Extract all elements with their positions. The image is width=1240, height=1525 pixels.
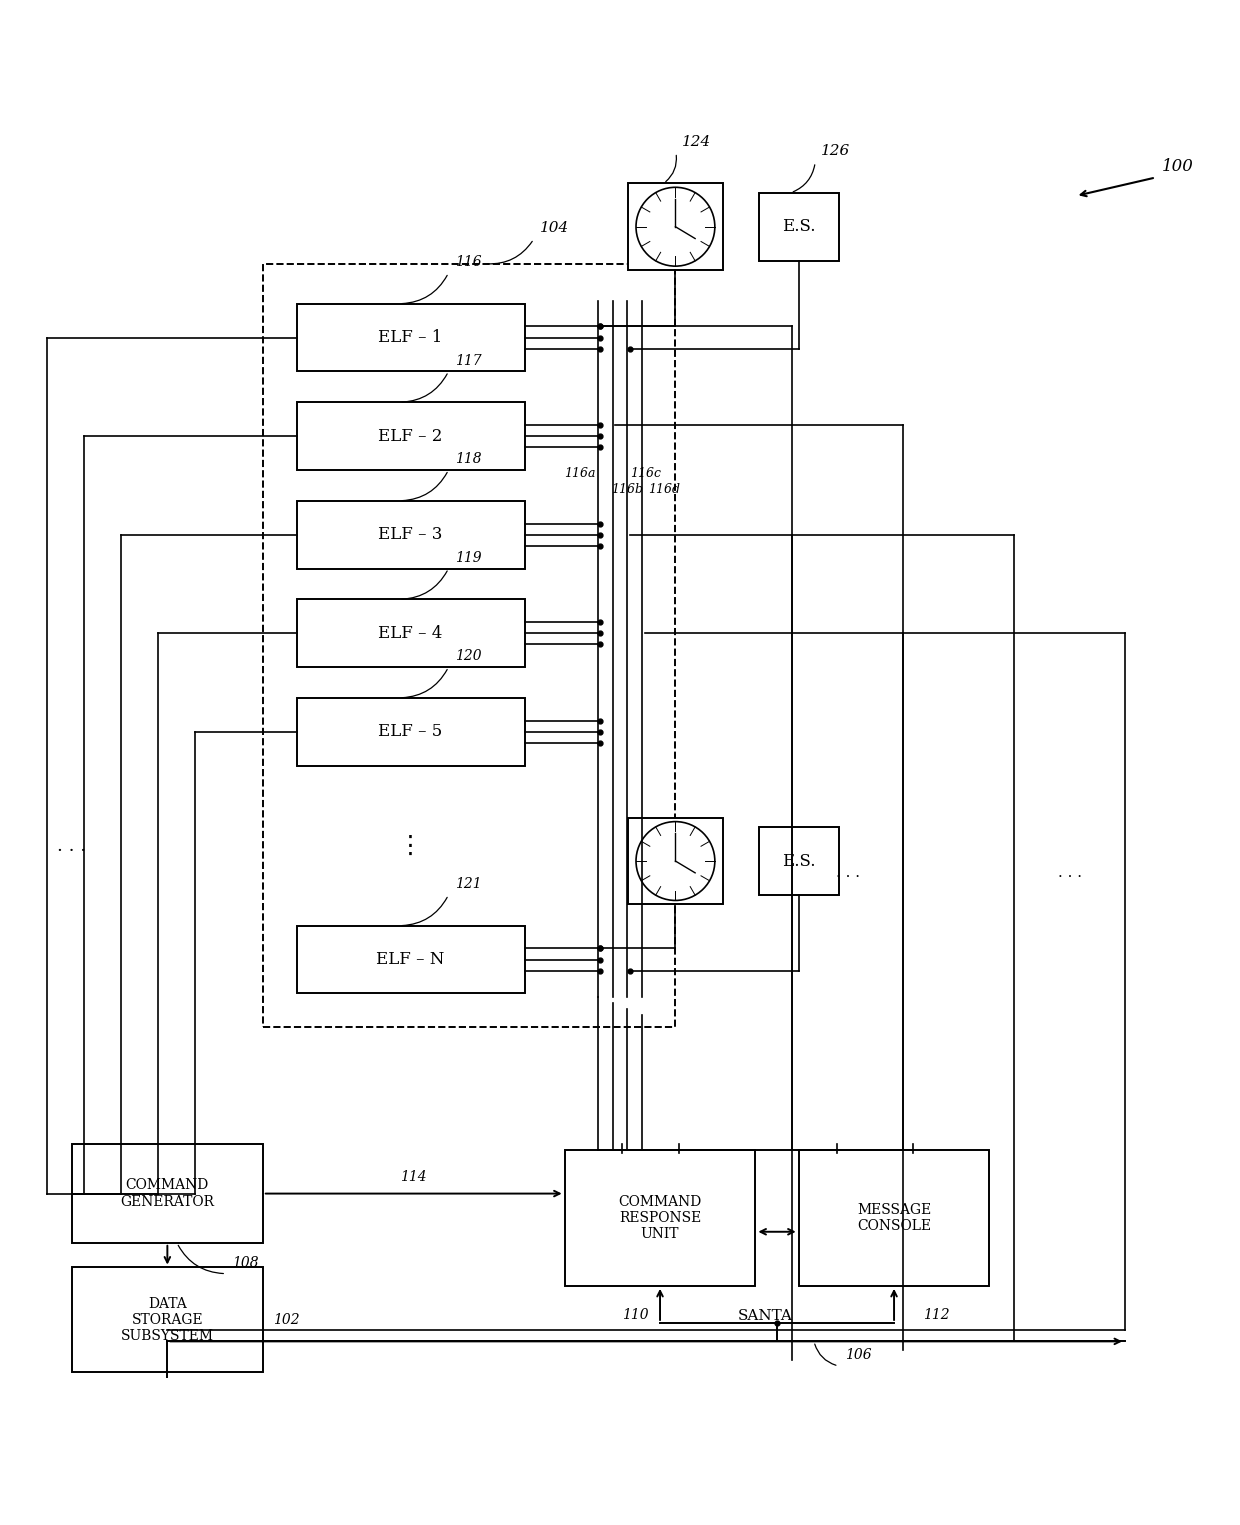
Bar <box>799 1150 990 1286</box>
Text: 114: 114 <box>401 1170 427 1183</box>
Text: 119: 119 <box>455 551 481 564</box>
Text: . . .: . . . <box>836 866 859 880</box>
Bar <box>296 500 525 569</box>
Bar <box>296 303 525 372</box>
Text: SANTA: SANTA <box>738 1308 792 1322</box>
Bar <box>564 1150 755 1286</box>
Text: 124: 124 <box>682 134 712 149</box>
Text: ELF – 2: ELF – 2 <box>378 427 443 445</box>
Text: 100: 100 <box>1162 159 1194 175</box>
Text: 108: 108 <box>232 1257 259 1270</box>
Bar <box>629 183 723 270</box>
Text: COMMAND
GENERATOR: COMMAND GENERATOR <box>120 1179 215 1209</box>
Text: 116a: 116a <box>564 467 595 480</box>
Text: ELF – 5: ELF – 5 <box>378 723 443 740</box>
Bar <box>296 599 525 666</box>
Text: 112: 112 <box>923 1308 950 1322</box>
Bar <box>629 817 723 904</box>
Text: 120: 120 <box>455 650 481 663</box>
Text: 102: 102 <box>273 1313 299 1327</box>
Text: MESSAGE
CONSOLE: MESSAGE CONSOLE <box>857 1203 931 1234</box>
Text: E.S.: E.S. <box>782 218 816 235</box>
Text: 110: 110 <box>621 1308 649 1322</box>
Bar <box>296 698 525 766</box>
Text: 121: 121 <box>455 877 481 891</box>
Text: 126: 126 <box>821 145 851 159</box>
Text: 116d: 116d <box>649 483 681 496</box>
Text: ELF – N: ELF – N <box>377 952 445 968</box>
Text: 106: 106 <box>844 1348 872 1362</box>
Bar <box>72 1267 263 1372</box>
Bar <box>263 264 676 1028</box>
Bar <box>759 192 838 261</box>
Text: COMMAND
RESPONSE
UNIT: COMMAND RESPONSE UNIT <box>619 1196 702 1241</box>
Text: ELF – 1: ELF – 1 <box>378 329 443 346</box>
Text: 117: 117 <box>455 354 481 368</box>
Text: . . .: . . . <box>57 837 87 854</box>
Bar <box>296 926 525 993</box>
Bar <box>759 827 838 895</box>
Text: 116: 116 <box>455 255 481 270</box>
Bar <box>296 403 525 470</box>
Text: ELF – 3: ELF – 3 <box>378 526 443 543</box>
Text: . . .: . . . <box>1058 866 1081 880</box>
Text: ⋮: ⋮ <box>398 834 423 857</box>
Text: ELF – 4: ELF – 4 <box>378 625 443 642</box>
Text: 116c: 116c <box>630 467 661 480</box>
Text: 104: 104 <box>539 221 569 235</box>
Text: 116b: 116b <box>611 483 644 496</box>
Text: E.S.: E.S. <box>782 852 816 869</box>
Bar <box>72 1144 263 1243</box>
Text: DATA
STORAGE
SUBSYSTEM: DATA STORAGE SUBSYSTEM <box>120 1296 213 1344</box>
Text: 118: 118 <box>455 453 481 467</box>
